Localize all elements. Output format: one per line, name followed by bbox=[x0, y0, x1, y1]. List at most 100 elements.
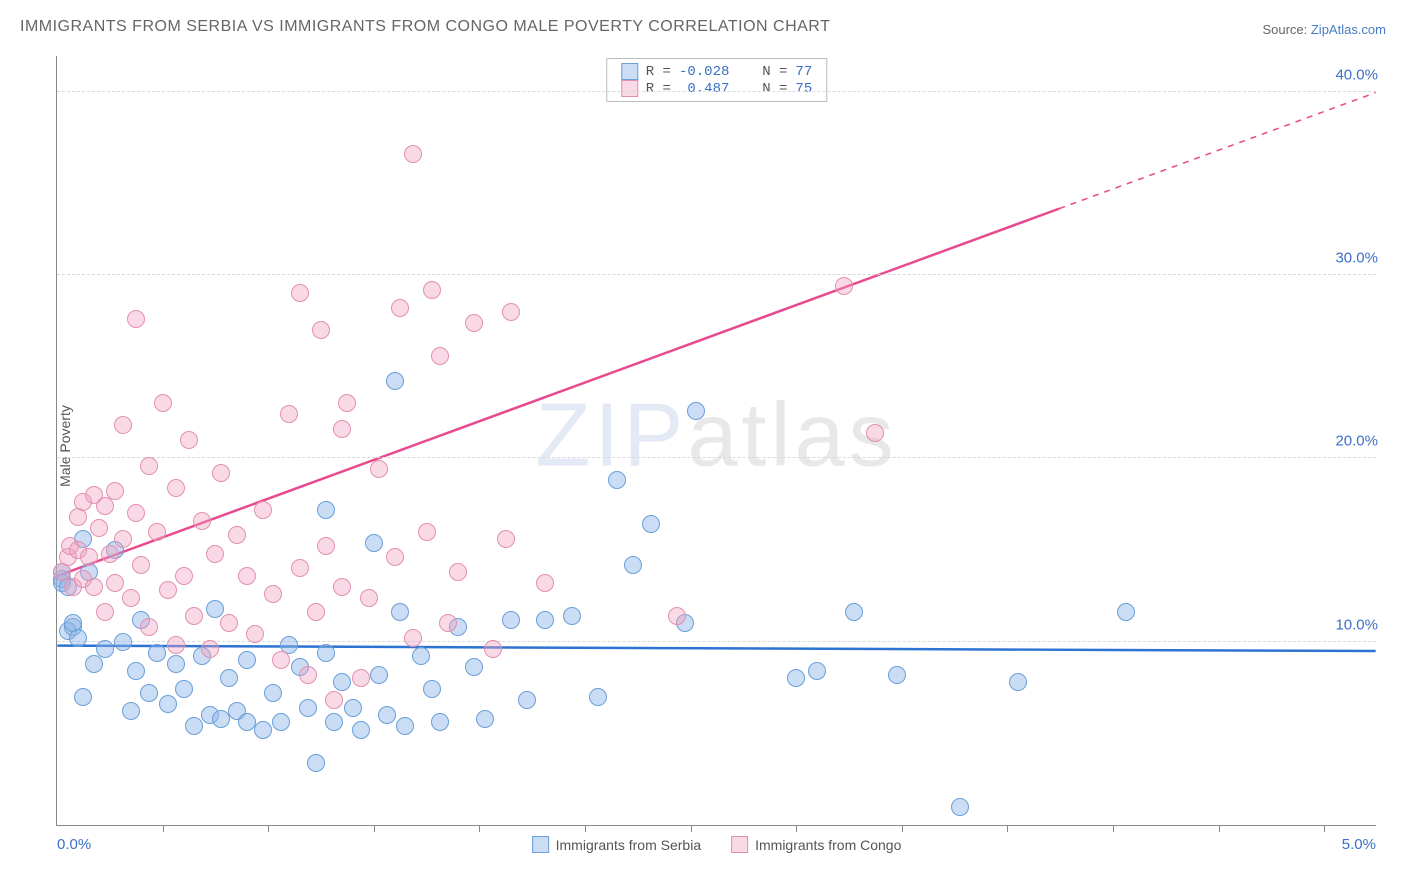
n-value-serbia: 77 bbox=[795, 64, 812, 80]
scatter-point bbox=[333, 673, 351, 691]
scatter-point bbox=[808, 662, 826, 680]
scatter-point bbox=[114, 416, 132, 434]
scatter-point bbox=[333, 578, 351, 596]
scatter-point bbox=[338, 394, 356, 412]
scatter-point bbox=[53, 574, 71, 592]
scatter-point bbox=[484, 640, 502, 658]
scatter-point bbox=[325, 691, 343, 709]
scatter-point bbox=[53, 563, 71, 581]
source-link[interactable]: ZipAtlas.com bbox=[1311, 22, 1386, 37]
scatter-point bbox=[264, 684, 282, 702]
scatter-point bbox=[518, 691, 536, 709]
scatter-point bbox=[201, 640, 219, 658]
scatter-point bbox=[114, 530, 132, 548]
scatter-point bbox=[159, 695, 177, 713]
scatter-point bbox=[180, 431, 198, 449]
x-tick bbox=[1113, 825, 1114, 832]
x-tick bbox=[585, 825, 586, 832]
scatter-point bbox=[127, 662, 145, 680]
n-label: N = bbox=[762, 64, 787, 80]
chart-title: IMMIGRANTS FROM SERBIA VS IMMIGRANTS FRO… bbox=[20, 18, 830, 36]
scatter-point bbox=[360, 589, 378, 607]
plot-area: ZIPatlas R = -0.028 N = 77 R = 0.487 N =… bbox=[56, 56, 1376, 826]
x-tick bbox=[691, 825, 692, 832]
scatter-point bbox=[845, 603, 863, 621]
scatter-point bbox=[106, 482, 124, 500]
scatter-point bbox=[228, 702, 246, 720]
scatter-point bbox=[352, 721, 370, 739]
x-tick bbox=[796, 825, 797, 832]
scatter-point bbox=[59, 548, 77, 566]
scatter-point bbox=[167, 636, 185, 654]
scatter-point bbox=[423, 281, 441, 299]
legend-item-serbia: Immigrants from Serbia bbox=[532, 836, 701, 853]
scatter-point bbox=[787, 669, 805, 687]
scatter-point bbox=[835, 277, 853, 295]
scatter-point bbox=[254, 501, 272, 519]
scatter-point bbox=[370, 666, 388, 684]
scatter-point bbox=[140, 457, 158, 475]
scatter-point bbox=[148, 523, 166, 541]
scatter-point bbox=[291, 559, 309, 577]
scatter-point bbox=[53, 563, 71, 581]
scatter-point bbox=[418, 523, 436, 541]
scatter-point bbox=[391, 603, 409, 621]
scatter-point bbox=[127, 310, 145, 328]
scatter-point bbox=[563, 607, 581, 625]
scatter-point bbox=[96, 640, 114, 658]
swatch-serbia bbox=[532, 836, 549, 853]
scatter-point bbox=[90, 519, 108, 537]
scatter-point bbox=[317, 537, 335, 555]
scatter-point bbox=[238, 651, 256, 669]
scatter-point bbox=[299, 699, 317, 717]
watermark-tail: atlas bbox=[687, 385, 897, 485]
x-tick bbox=[479, 825, 480, 832]
scatter-point bbox=[668, 607, 686, 625]
scatter-point bbox=[132, 611, 150, 629]
scatter-point bbox=[404, 145, 422, 163]
regression-lines-svg bbox=[57, 56, 1376, 825]
scatter-point bbox=[312, 321, 330, 339]
scatter-point bbox=[228, 526, 246, 544]
scatter-point bbox=[69, 629, 87, 647]
scatter-point bbox=[64, 614, 82, 632]
scatter-point bbox=[167, 479, 185, 497]
scatter-point bbox=[167, 655, 185, 673]
scatter-point bbox=[291, 658, 309, 676]
gridline-h bbox=[57, 91, 1376, 92]
legend-stats-row-congo: R = 0.487 N = 75 bbox=[621, 80, 812, 97]
scatter-point bbox=[85, 486, 103, 504]
legend-stats: R = -0.028 N = 77 R = 0.487 N = 75 bbox=[606, 58, 827, 102]
scatter-point bbox=[220, 614, 238, 632]
scatter-point bbox=[212, 464, 230, 482]
scatter-point bbox=[497, 530, 515, 548]
scatter-point bbox=[53, 570, 71, 588]
scatter-point bbox=[69, 541, 87, 559]
swatch-congo bbox=[731, 836, 748, 853]
scatter-point bbox=[386, 372, 404, 390]
scatter-point bbox=[159, 581, 177, 599]
watermark: ZIPatlas bbox=[535, 384, 897, 487]
scatter-point bbox=[59, 578, 77, 596]
scatter-point bbox=[624, 556, 642, 574]
scatter-point bbox=[132, 556, 150, 574]
y-tick-label: 40.0% bbox=[1335, 66, 1378, 83]
scatter-point bbox=[59, 622, 77, 640]
scatter-point bbox=[391, 299, 409, 317]
gridline-h bbox=[57, 274, 1376, 275]
scatter-point bbox=[175, 680, 193, 698]
scatter-point bbox=[80, 563, 98, 581]
source-line: Source: ZipAtlas.com bbox=[1262, 22, 1386, 37]
scatter-point bbox=[201, 706, 219, 724]
scatter-point bbox=[1117, 603, 1135, 621]
scatter-point bbox=[185, 717, 203, 735]
scatter-point bbox=[449, 618, 467, 636]
scatter-point bbox=[280, 405, 298, 423]
scatter-point bbox=[101, 545, 119, 563]
scatter-point bbox=[61, 537, 79, 555]
x-tick bbox=[1007, 825, 1008, 832]
scatter-point bbox=[396, 717, 414, 735]
scatter-point bbox=[193, 647, 211, 665]
source-prefix: Source: bbox=[1262, 22, 1310, 37]
scatter-point bbox=[465, 314, 483, 332]
